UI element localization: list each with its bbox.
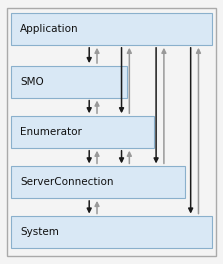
FancyArrowPatch shape [162,49,166,163]
FancyArrowPatch shape [154,48,158,162]
Bar [11,116,154,148]
Text: ServerConnection: ServerConnection [20,177,114,187]
FancyArrowPatch shape [120,48,124,112]
FancyArrowPatch shape [120,151,124,162]
Text: Enumerator: Enumerator [20,127,82,137]
FancyArrowPatch shape [189,48,193,212]
Bar [11,13,212,45]
Text: SMO: SMO [20,77,44,87]
FancyArrowPatch shape [87,151,91,162]
FancyArrowPatch shape [95,152,99,163]
FancyArrowPatch shape [87,48,91,62]
FancyArrowPatch shape [87,101,91,112]
FancyArrowPatch shape [87,201,91,212]
Bar [11,166,185,198]
Bar [11,66,127,98]
FancyArrowPatch shape [95,102,99,113]
FancyArrowPatch shape [196,49,200,214]
Text: System: System [20,227,59,237]
FancyArrowPatch shape [95,202,99,214]
FancyArrowPatch shape [127,152,131,163]
Bar [11,216,212,248]
FancyArrowPatch shape [95,49,99,63]
FancyArrowPatch shape [127,49,131,113]
Text: Application: Application [20,24,79,34]
